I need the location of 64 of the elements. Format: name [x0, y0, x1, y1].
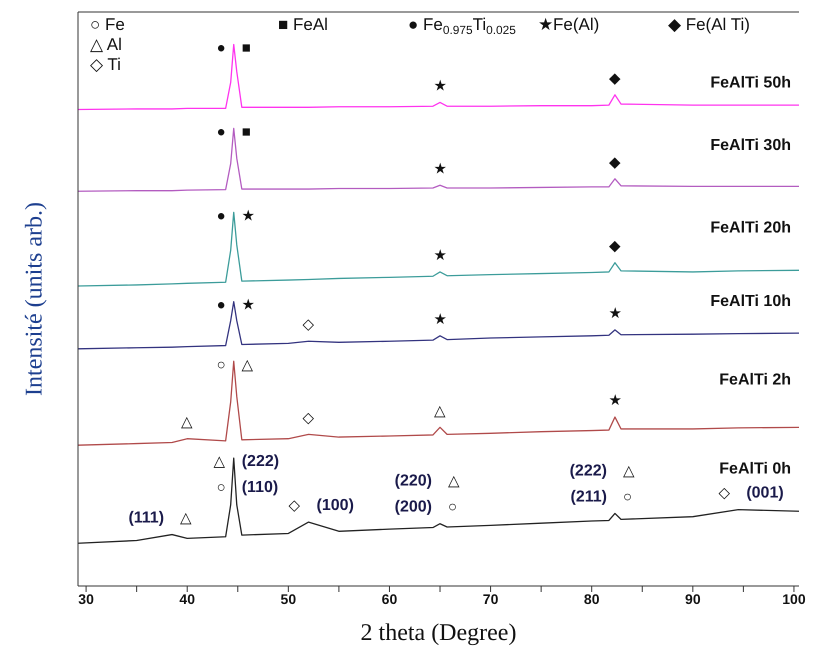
annotation: ★	[434, 77, 447, 94]
annotation: △	[448, 472, 460, 490]
annotation: ■	[242, 123, 251, 140]
annotation: ◇	[302, 316, 315, 334]
x-tick-label: 30	[78, 590, 94, 607]
annotation: ■	[242, 39, 251, 56]
annotation: ○	[216, 479, 226, 496]
annotation: ★	[434, 310, 447, 328]
annotation: ★	[608, 304, 622, 322]
series-label: FeAlTi 50h	[710, 74, 791, 92]
annotation: ★	[608, 392, 622, 410]
x-tick-label: 80	[584, 590, 600, 607]
annotation: (211)	[570, 488, 607, 506]
annotation: ○	[448, 498, 458, 516]
annotation: ○	[216, 356, 226, 374]
annotation: ◆	[608, 70, 621, 87]
annotation: ◇	[302, 409, 315, 426]
annotation: (222)	[242, 453, 280, 470]
annotation: ◇ Ti	[90, 55, 121, 74]
annotation: ●	[216, 207, 226, 224]
annotation: △	[214, 453, 226, 470]
annotation: △	[622, 462, 635, 480]
annotation: △	[180, 510, 192, 527]
x-tick-label: 60	[382, 590, 398, 607]
text: ● Fe$_{0.975}$Ti$_{0.025}$	[408, 15, 516, 37]
x-tick-label: 100	[782, 590, 806, 607]
annotation: (111)	[128, 510, 164, 527]
x-tick-label: 40	[179, 590, 196, 607]
annotation: ●	[216, 123, 226, 140]
annotation: ◆	[608, 238, 621, 255]
annotation: (222)	[570, 462, 607, 480]
annotation: (001)	[746, 484, 784, 502]
text: FeAlTi 20h	[710, 220, 791, 237]
text: ★Fe(Al)	[538, 15, 600, 34]
x-tick-label: 50	[280, 590, 296, 607]
annotation: △	[242, 356, 254, 374]
text: ◆ Fe(Al Ti)	[668, 15, 750, 34]
series-label: FeAlTi 10h	[710, 292, 791, 310]
annotation: △	[181, 414, 194, 431]
annotation: ★	[242, 296, 255, 314]
x-tick-label: 70	[482, 590, 499, 607]
annotation: ★	[242, 207, 255, 224]
text: ○ Fe	[90, 15, 125, 34]
annotation: (100)	[316, 497, 354, 514]
annotation: (110)	[242, 479, 278, 496]
text: FeAlTi 30h	[710, 136, 791, 154]
text: FeAlTi 2h	[719, 371, 791, 388]
annotation: ●	[216, 296, 226, 314]
annotation: ●	[216, 39, 226, 56]
annotation: ★	[434, 160, 447, 178]
annotation: ★	[434, 246, 447, 264]
x-tick-label: 90	[685, 590, 701, 607]
annotation: ○	[622, 488, 632, 506]
annotation: ◇	[718, 484, 730, 502]
annotation: (200)	[394, 498, 432, 516]
annotation: ◆	[608, 154, 621, 171]
annotation: △ Al	[90, 35, 122, 54]
annotation: ◇	[288, 497, 301, 514]
annotation: (220)	[394, 472, 432, 490]
x-axis-title: 2 theta (Degree)	[360, 620, 516, 646]
annotation: △	[434, 402, 446, 420]
text: FeAlTi 0h	[719, 460, 791, 478]
y-axis-title: Intensité (units arb.)	[22, 202, 48, 396]
text: ■ FeAl	[278, 15, 328, 34]
